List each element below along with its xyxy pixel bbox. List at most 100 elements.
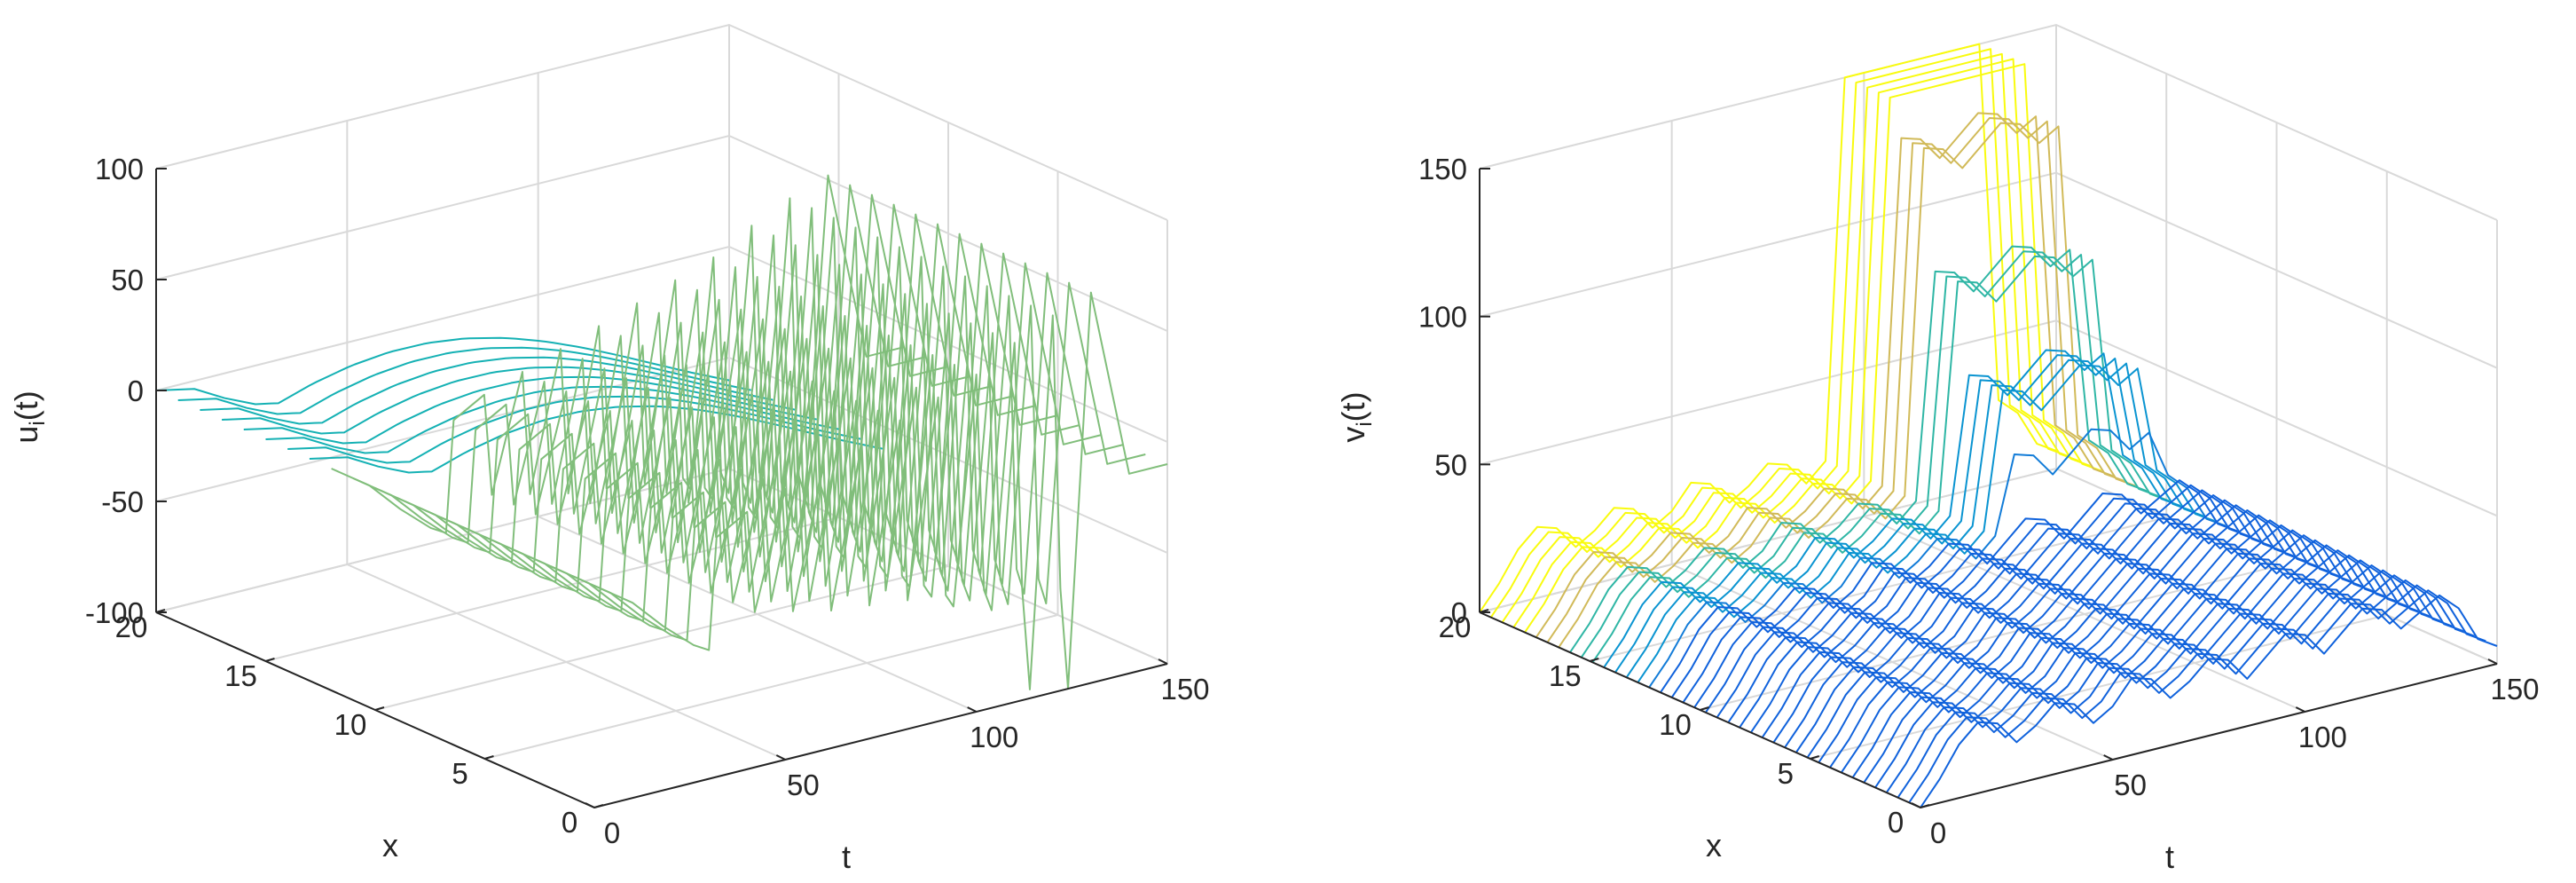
v-ytick-label-4: 20: [1439, 611, 1472, 643]
v-series-line-36: [1885, 579, 2464, 793]
v-axis-floor: [1479, 611, 2498, 809]
v-series-line-17: [1670, 484, 2249, 698]
u-xtick-label-1: 50: [787, 769, 820, 801]
u-zlabel: ui(t): [8, 390, 50, 443]
u-ylabel: x: [382, 827, 398, 863]
v-series-line-13: [1625, 359, 2204, 678]
u-series-line-6: [287, 395, 861, 464]
v-series-line-22: [1727, 509, 2305, 723]
u-xtick-mark-3: [1158, 658, 1168, 665]
v-grid-t-1: [1670, 121, 2114, 761]
v-series-line-25: [1761, 524, 2339, 738]
u-series-line-12: [418, 213, 993, 573]
v-series-line-3: [1512, 58, 2091, 628]
v-grid-z-3: [1479, 23, 2498, 221]
v-series-line-6: [1546, 116, 2124, 643]
v-series-line-33: [1851, 564, 2430, 778]
u-xtick-label-0: 0: [604, 816, 620, 849]
v-ztick-label-1: 50: [1434, 448, 1467, 481]
u-ytick-mark-2: [374, 706, 385, 711]
v-series-line-19: [1693, 494, 2272, 708]
v-series: [1479, 43, 2498, 808]
u-series-line-8: [331, 174, 905, 534]
u-xlabel: t: [842, 839, 851, 875]
v-ylabel: x: [1706, 827, 1722, 863]
u-series-line-4: [243, 375, 818, 445]
v-series-line-38: [1908, 589, 2486, 803]
u-xtick-label-3: 150: [1160, 673, 1209, 706]
u-ztick-label-4: 100: [95, 153, 144, 185]
v-zlabel-main: v: [1335, 427, 1371, 443]
u-series-line-17: [528, 262, 1103, 622]
v-series-line-14: [1637, 364, 2215, 683]
v-xtick-mark-1: [2103, 754, 2114, 761]
u-ytick-label-4: 20: [115, 611, 148, 643]
v-xtick-label-1: 50: [2114, 769, 2147, 801]
v-xlabel: t: [2165, 839, 2174, 875]
v-ytick-label-1: 5: [1778, 757, 1794, 790]
u-series-line-11: [397, 203, 970, 564]
u-series-line-20: [593, 291, 1168, 690]
v-series-line-7: [1558, 122, 2136, 649]
u-ztick-label-3: 50: [111, 264, 144, 296]
u-ztick-label-1: -50: [101, 485, 144, 518]
u-xtick-mark-0: [585, 802, 595, 808]
v-xtick-mark-0: [1911, 802, 1921, 808]
v-grid-x-4: [1479, 25, 2057, 613]
v-series-line-0: [1479, 43, 2057, 613]
v-series-line-26: [1772, 529, 2351, 744]
u-ytick-label-0: 0: [562, 806, 577, 839]
panel-u: 0 50 100 150 0 5 10 15 20-100 -50 0 50 100 ui(t) t x: [8, 23, 1210, 875]
v-series-line-34: [1863, 569, 2441, 784]
u-series-line-16: [506, 252, 1080, 612]
v-series-line-24: [1750, 519, 2329, 733]
v-zlabel-tail: (t): [1335, 391, 1371, 422]
u-series-line-2: [200, 356, 774, 425]
v-xtick-mark-3: [2487, 658, 2498, 665]
u-zlabel-tail: (t): [8, 390, 44, 421]
u-series-line-18: [550, 272, 1124, 632]
v-zlabel-sub: i: [1353, 422, 1377, 426]
v-series-line-5: [1535, 112, 2114, 638]
u-ytick-label-2: 10: [334, 708, 367, 741]
v-series-line-39: [1920, 594, 2498, 808]
u-ytick-label-1: 5: [452, 757, 467, 790]
v-ytick-label-2: 10: [1659, 708, 1692, 741]
v-series-line-2: [1501, 52, 2079, 623]
v-ztick-label-0: 0: [1451, 596, 1467, 629]
v-series-line-30: [1818, 549, 2396, 763]
u-axis-floor: [155, 611, 1168, 809]
u-ytick-mark-1: [484, 755, 494, 760]
u-series-line-10: [374, 193, 949, 554]
v-series-line-11: [1603, 349, 2181, 668]
v-series-line-29: [1806, 544, 2384, 759]
u-grid-z-4: [155, 23, 1168, 221]
u-series-line-0: [155, 336, 730, 406]
u-series-line-13: [440, 223, 1015, 583]
v-series-line-8: [1569, 245, 2148, 653]
v-series-line-37: [1897, 584, 2475, 799]
u-series-line-5: [265, 385, 839, 454]
v-series-line-35: [1874, 574, 2453, 788]
v-series-line-18: [1682, 489, 2260, 704]
v-series-line-10: [1591, 255, 2170, 663]
v-ytick-mark-2: [1700, 706, 1709, 711]
v-ytick-label-3: 15: [1549, 659, 1582, 692]
u-ytick-mark-3: [265, 658, 275, 662]
v-series-line-15: [1648, 428, 2227, 689]
v-xtick-label-2: 100: [2298, 721, 2347, 753]
u-series-line-1: [177, 346, 751, 415]
u-grid-x-2: [374, 122, 949, 711]
v-ztick-label-3: 150: [1418, 153, 1467, 185]
v-series-line-27: [1784, 534, 2362, 748]
v-series-line-31: [1829, 554, 2407, 769]
v-ztick-label-2: 100: [1418, 301, 1467, 334]
u-ytick-label-3: 15: [224, 659, 257, 692]
u-series-line-7: [309, 405, 884, 474]
u-series: [155, 174, 1168, 690]
v-ytick-label-0: 0: [1888, 806, 1904, 839]
v-series-line-21: [1716, 504, 2294, 719]
u-ytick-mark-0: [593, 804, 604, 808]
v-ytick-mark-1: [1810, 755, 1820, 760]
